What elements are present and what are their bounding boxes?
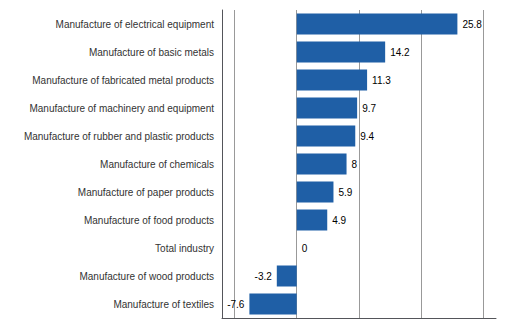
svg-text:11.3: 11.3 <box>372 75 391 86</box>
svg-text:Manufacture of textiles: Manufacture of textiles <box>113 299 214 310</box>
svg-text:0: 0 <box>302 243 308 254</box>
svg-text:Manufacture of basic metals: Manufacture of basic metals <box>89 47 214 58</box>
svg-text:Manufacture of paper products: Manufacture of paper products <box>78 187 214 198</box>
svg-text:Manufacture of wood products: Manufacture of wood products <box>79 271 214 282</box>
svg-text:14.2: 14.2 <box>390 47 410 58</box>
svg-text:9.7: 9.7 <box>362 103 376 114</box>
svg-text:25.8: 25.8 <box>462 19 482 30</box>
svg-text:Manufacture of machinery and e: Manufacture of machinery and equipment <box>29 103 214 114</box>
svg-text:-7.6: -7.6 <box>227 299 245 310</box>
svg-text:4.9: 4.9 <box>332 215 346 226</box>
svg-text:Total industry: Total industry <box>155 243 214 254</box>
svg-text:Manufacture of fabricated meta: Manufacture of fabricated metal products <box>32 75 214 86</box>
svg-text:Manufacture of chemicals: Manufacture of chemicals <box>100 159 214 170</box>
svg-text:-3.2: -3.2 <box>255 271 273 282</box>
svg-text:8: 8 <box>352 159 358 170</box>
svg-text:Manufacture of food products: Manufacture of food products <box>84 215 214 226</box>
svg-text:5.9: 5.9 <box>338 187 352 198</box>
svg-text:Manufacture of electrical equi: Manufacture of electrical equipment <box>56 19 215 30</box>
svg-text:9.4: 9.4 <box>360 131 374 142</box>
svg-text:Manufacture of rubber and plas: Manufacture of rubber and plastic produc… <box>24 131 214 142</box>
